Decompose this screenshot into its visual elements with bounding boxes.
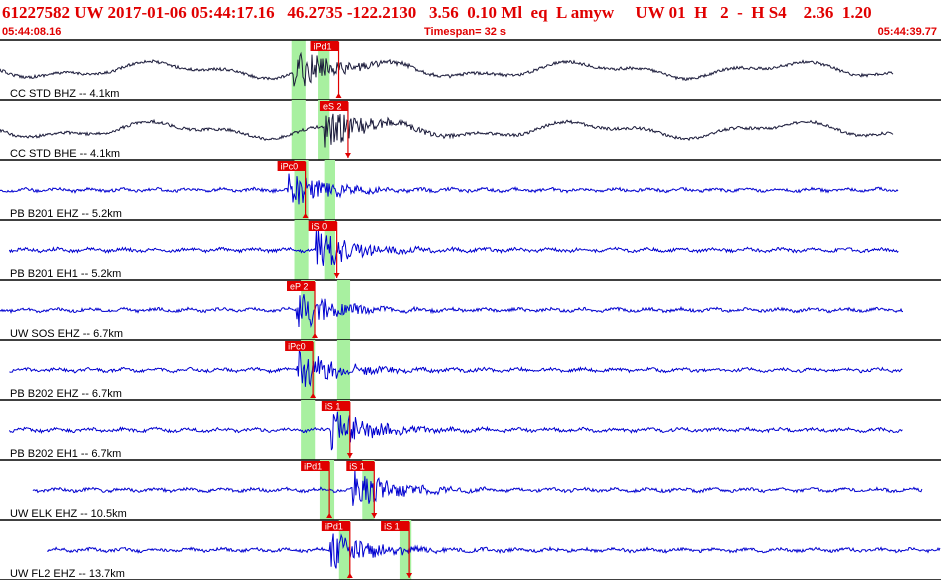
pick-window — [291, 100, 306, 160]
waveform — [8, 411, 903, 451]
pick-label: iPd1 — [304, 462, 322, 472]
trace-label: UW SOS EHZ -- 6.7km — [10, 328, 123, 340]
timespan-label: Timespan= 32 s — [424, 26, 507, 38]
pick-marker-icon — [312, 333, 319, 338]
trace-row[interactable]: iPc0 PB B201 EHZ -- 5.2km — [0, 160, 941, 221]
event-header: 61227582 UW 2017-01-06 05:44:17.16 46.27… — [0, 0, 941, 40]
pick-flag[interactable] — [310, 41, 339, 51]
pick-marker-icon — [346, 453, 353, 458]
waveform — [8, 229, 899, 266]
trace-row[interactable]: iS 1 PB B202 EH1 -- 6.7km — [0, 400, 941, 461]
event-title: 61227582 UW 2017-01-06 05:44:17.16 46.27… — [2, 3, 872, 22]
pick-label: iS 1 — [325, 402, 341, 412]
pick-window — [291, 40, 306, 100]
start-time: 05:44:08.16 — [2, 26, 62, 38]
trace-label: UW FL2 EHZ -- 13.7km — [10, 568, 125, 580]
trace-label: PB B201 EHZ -- 5.2km — [10, 208, 122, 220]
end-time: 05:44:39.77 — [877, 26, 937, 38]
pick-flag[interactable] — [321, 521, 350, 531]
waveform — [0, 113, 894, 148]
pick-flag[interactable] — [381, 521, 410, 531]
trace-label: PB B202 EHZ -- 6.7km — [10, 388, 122, 400]
pick-label: eP 2 — [290, 282, 308, 292]
pick-label: iPd1 — [314, 42, 332, 52]
waveform — [32, 469, 923, 506]
pick-label: iPc0 — [281, 162, 299, 172]
pick-flag[interactable] — [277, 161, 306, 171]
pick-marker-icon — [371, 513, 378, 518]
pick-flag[interactable] — [308, 221, 337, 231]
trace-row[interactable]: iPd1 CC STD BHZ -- 4.1km — [0, 40, 941, 101]
pick-label: iS 1 — [384, 522, 400, 532]
pick-flag[interactable] — [321, 401, 350, 411]
pick-window — [362, 460, 375, 520]
pick-marker-icon — [302, 213, 309, 218]
trace-row[interactable]: eS 2 CC STD BHE -- 4.1km — [0, 100, 941, 161]
pick-marker-icon — [333, 273, 340, 278]
pick-label: eS 2 — [323, 102, 342, 112]
trace-label: PB B201 EH1 -- 5.2km — [10, 268, 121, 280]
pick-window — [338, 520, 351, 580]
waveform — [0, 173, 899, 205]
waveform — [9, 350, 903, 387]
pick-marker-icon — [310, 393, 317, 398]
waveform — [46, 533, 941, 569]
pick-window — [336, 280, 351, 340]
pick-marker-icon — [326, 513, 333, 518]
pick-flag[interactable] — [285, 341, 314, 351]
pick-marker-icon — [344, 153, 351, 158]
trace-row[interactable]: iPc0 PB B202 EHZ -- 6.7km — [0, 340, 941, 401]
trace-row[interactable]: iS 0 PB B201 EH1 -- 5.2km — [0, 220, 941, 281]
pick-marker-icon — [335, 93, 342, 98]
trace-label: CC STD BHZ -- 4.1km — [10, 88, 119, 100]
trace-row[interactable]: eP 2 UW SOS EHZ -- 6.7km — [0, 280, 941, 341]
pick-label: iPd1 — [325, 522, 343, 532]
trace-label: CC STD BHE -- 4.1km — [10, 148, 120, 160]
pick-window — [294, 220, 309, 280]
trace-label: UW ELK EHZ -- 10.5km — [10, 508, 127, 520]
waveform — [0, 51, 894, 87]
pick-marker-icon — [406, 573, 413, 578]
pick-flag[interactable] — [287, 281, 316, 291]
pick-window — [301, 340, 316, 400]
pick-flag[interactable] — [319, 101, 348, 111]
pick-label: iS 0 — [312, 222, 328, 232]
trace-row[interactable]: iPd1 iS 1 UW ELK EHZ -- 10.5km — [0, 460, 941, 521]
waveform — [0, 294, 904, 328]
pick-flag[interactable] — [346, 461, 375, 471]
pick-window — [336, 400, 351, 460]
pick-label: iS 1 — [349, 462, 365, 472]
trace-label: PB B202 EH1 -- 6.7km — [10, 448, 121, 460]
pick-marker-icon — [346, 573, 353, 578]
pick-label: iPc0 — [288, 342, 306, 352]
pick-flag[interactable] — [301, 461, 330, 471]
trace-row[interactable]: iPd1 iS 1 UW FL2 EHZ -- 13.7km — [0, 520, 941, 580]
